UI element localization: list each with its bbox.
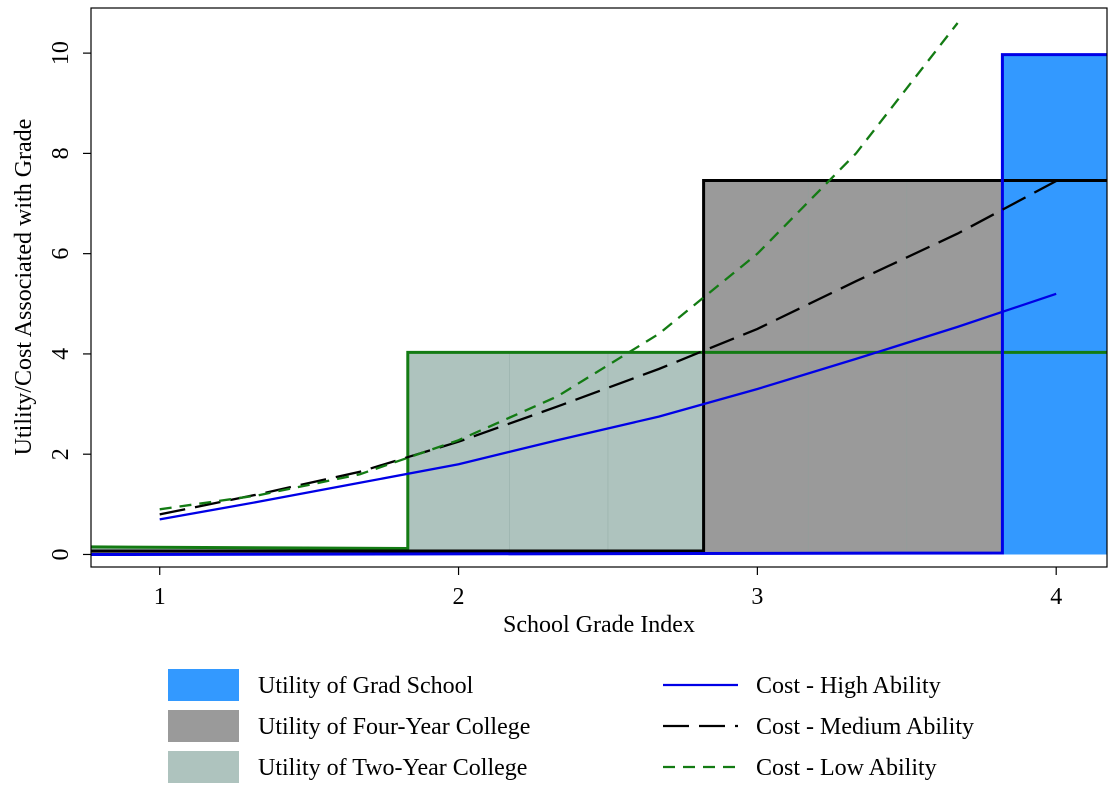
x-axis-title: School Grade Index: [503, 612, 695, 638]
legend: Utility of Grad School Cost - High Abilit…: [168, 669, 974, 783]
step-line-utility-of-four-year-college: [91, 179, 1107, 553]
legend-swatch-utility-of-grad-school: [168, 669, 239, 701]
y-tick-label: 4: [48, 348, 74, 360]
legend-label-utility-of-grad-school: Utility of Grad School: [258, 673, 474, 699]
y-tick-label: 8: [48, 147, 74, 159]
legend-swatch-utility-of-two-year-college: [168, 751, 239, 783]
x-tick-label: 4: [1050, 584, 1062, 610]
y-axis: 0 2 4 6 8 10: [48, 41, 91, 560]
plot-lines: [90, 22, 1107, 556]
y-axis-title: Utility/Cost Associated with Grade: [11, 119, 37, 456]
x-axis: 1 2 3 4: [154, 567, 1062, 610]
y-tick-label: 6: [48, 248, 74, 260]
x-tick-label: 1: [154, 584, 166, 610]
y-tick-label: 0: [48, 548, 74, 560]
step-line-utility-of-two-year-college: [90, 350, 1107, 551]
y-tick-label: 10: [48, 41, 74, 65]
plot-fills: [91, 54, 1107, 555]
legend-label-cost-low-ability: Cost - Low Ability: [756, 755, 937, 781]
legend-label-cost-high-ability: Cost - High Ability: [756, 673, 941, 699]
y-tick-label: 2: [48, 448, 74, 460]
legend-swatch-utility-of-four-year-college: [168, 710, 239, 742]
legend-label-utility-of-four-year-college: Utility of Four-Year College: [258, 714, 530, 740]
series-line-cost-high-ability: [159, 292, 1057, 521]
legend-label-cost-medium-ability: Cost - Medium Ability: [756, 714, 974, 740]
x-tick-label: 2: [453, 584, 465, 610]
x-tick-label: 3: [751, 584, 763, 610]
step-line-utility-of-grad-school: [90, 53, 1107, 556]
area-utility-of-grad-school: [91, 54, 1107, 555]
legend-label-utility-of-two-year-college: Utility of Two-Year College: [258, 755, 527, 781]
area-utility-of-four-year-college: [91, 180, 1107, 555]
series-line-cost-medium-ability: [159, 179, 1057, 516]
plot-frame: [90, 7, 1108, 568]
